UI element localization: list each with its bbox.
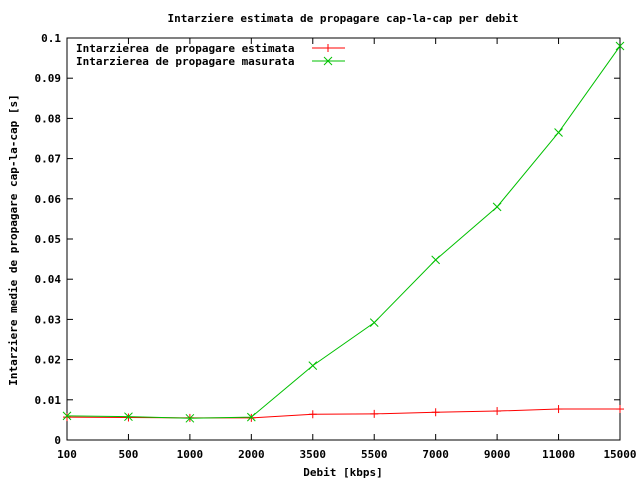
data-point xyxy=(554,405,563,414)
data-point xyxy=(308,410,317,419)
legend-marker xyxy=(323,56,333,66)
x-tick-label: 500 xyxy=(119,448,139,461)
x-tick-label: 100 xyxy=(57,448,77,461)
data-point xyxy=(62,411,72,421)
y-tick-label: 0.06 xyxy=(35,193,62,206)
data-point xyxy=(616,405,624,414)
y-tick-label: 0.05 xyxy=(35,233,62,246)
data-point xyxy=(124,412,133,422)
data-point xyxy=(554,128,563,137)
y-tick-label: 0.09 xyxy=(35,72,62,85)
y-tick-label: 0.07 xyxy=(35,153,62,166)
data-point xyxy=(492,202,502,212)
data-point xyxy=(63,413,71,422)
y-tick-label: 0.1 xyxy=(41,32,61,45)
y-tick-label: 0.01 xyxy=(35,394,62,407)
y-tick-label: 0.04 xyxy=(35,273,62,286)
legend-label: Intarzierea de propagare masurata xyxy=(76,55,295,68)
plot-frame xyxy=(66,37,621,441)
data-point xyxy=(370,409,379,418)
y-tick-label: 0.08 xyxy=(35,112,62,125)
axis-ticks: 0 0.01 0.02 0.03 0.04 0.05 0.06 0.07 0.08 0.09 0.1… xyxy=(35,32,637,461)
data-point xyxy=(431,255,441,265)
x-tick-label: 3500 xyxy=(300,448,327,461)
x-tick-label: 11000 xyxy=(542,448,575,461)
data-point xyxy=(185,413,195,423)
x-axis-label: Debit [kbps] xyxy=(303,466,382,479)
data-point xyxy=(493,407,502,416)
legend: Intarzierea de propagare estimataIntarzi… xyxy=(76,42,345,68)
y-axis-label: Intarziere medie de propagare cap-la-cap… xyxy=(7,94,20,385)
x-tick-label: 2000 xyxy=(238,448,265,461)
x-tick-label: 15000 xyxy=(603,448,636,461)
legend-marker xyxy=(324,44,332,52)
data-point xyxy=(247,413,256,422)
data-point xyxy=(246,412,256,422)
chart-title: Intarziere estimata de propagare cap-la-… xyxy=(168,12,519,25)
x-tick-label: 5500 xyxy=(361,448,388,461)
y-tick-label: 0.02 xyxy=(35,354,62,367)
y-tick-label: 0 xyxy=(54,434,61,447)
series-lines xyxy=(62,41,625,423)
legend-label: Intarzierea de propagare estimata xyxy=(76,42,295,55)
data-point xyxy=(615,41,625,51)
x-tick-label: 9000 xyxy=(484,448,511,461)
data-point xyxy=(369,318,379,327)
data-point xyxy=(124,413,133,422)
series-line-1 xyxy=(66,45,621,419)
data-point xyxy=(431,408,440,417)
y-tick-label: 0.03 xyxy=(35,313,62,326)
x-tick-label: 7000 xyxy=(422,448,449,461)
x-tick-label: 1000 xyxy=(177,448,204,461)
series-line-0 xyxy=(66,408,620,419)
data-point xyxy=(308,361,318,370)
